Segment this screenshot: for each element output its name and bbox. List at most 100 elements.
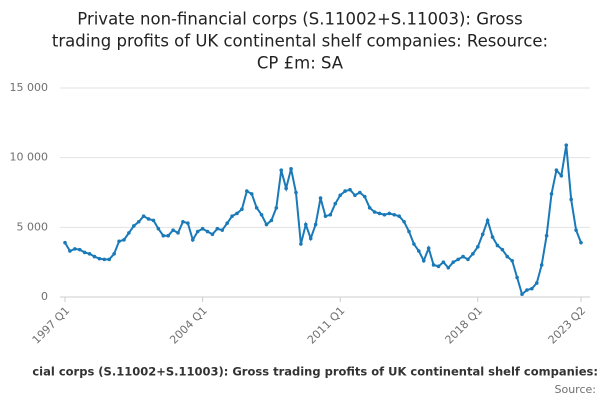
data-point <box>421 258 426 263</box>
data-point <box>279 168 284 173</box>
data-point <box>510 258 514 263</box>
data-point <box>97 256 102 261</box>
y-tick-label: 5 000 <box>17 220 49 233</box>
data-point <box>200 226 205 231</box>
data-point <box>136 219 141 224</box>
data-point <box>338 193 343 198</box>
data-point <box>186 221 190 225</box>
data-point <box>485 218 490 223</box>
data-point <box>520 292 524 297</box>
data-point <box>87 252 92 256</box>
data-point <box>299 242 303 246</box>
data-point <box>372 210 377 214</box>
data-point <box>515 275 519 280</box>
data-point <box>579 240 583 245</box>
data-point <box>195 229 200 234</box>
data-point <box>490 235 495 239</box>
data-point <box>166 233 170 238</box>
data-point <box>132 224 136 228</box>
data-point <box>397 214 401 218</box>
data-point <box>73 247 77 251</box>
data-point <box>308 236 313 241</box>
data-point <box>289 167 293 171</box>
data-point <box>559 173 564 178</box>
data-point <box>190 238 195 242</box>
data-point <box>505 254 510 259</box>
data-point <box>304 222 308 227</box>
data-point <box>318 196 323 200</box>
data-point <box>181 219 185 224</box>
data-point <box>358 190 362 195</box>
data-point <box>264 222 269 227</box>
data-point <box>480 232 485 237</box>
data-point <box>392 212 397 217</box>
data-point <box>476 245 480 249</box>
data-point <box>436 264 441 269</box>
data-point <box>534 281 539 285</box>
data-point <box>107 257 112 262</box>
data-point <box>441 260 446 264</box>
data-point <box>500 247 505 252</box>
data-point <box>215 226 220 231</box>
data-point <box>156 226 161 231</box>
data-point <box>525 288 529 292</box>
data-point <box>171 228 175 232</box>
data-point <box>530 286 534 291</box>
data-point <box>151 218 156 223</box>
data-point <box>407 229 411 234</box>
data-point <box>574 228 578 232</box>
x-tick-label: 2004 Q1 <box>167 304 210 347</box>
data-point <box>274 206 279 210</box>
data-point <box>176 231 180 235</box>
x-tick-label: 2023 Q2 <box>546 304 589 347</box>
data-point <box>294 190 298 195</box>
data-point <box>564 143 569 147</box>
footnote: cial corps (S.11002+S.11003): Gross trad… <box>32 365 598 379</box>
data-point <box>549 192 554 196</box>
data-point <box>446 265 451 270</box>
data-point <box>382 212 387 217</box>
data-point <box>367 206 372 210</box>
data-point <box>362 194 367 199</box>
data-point <box>284 186 288 191</box>
data-point <box>417 249 421 253</box>
data-line <box>64 144 582 296</box>
data-point <box>112 252 116 256</box>
data-point <box>554 168 559 173</box>
data-point <box>127 231 131 235</box>
data-point <box>254 206 259 210</box>
data-point <box>426 246 431 251</box>
data-point <box>269 218 274 223</box>
data-point <box>220 228 225 232</box>
data-point <box>259 212 264 217</box>
y-tick-label: 0 <box>41 290 48 303</box>
data-point <box>353 193 357 198</box>
data-point <box>466 257 470 262</box>
data-point <box>141 214 146 218</box>
data-point <box>77 247 82 252</box>
data-point <box>569 197 573 202</box>
chart-title: CP £m: SA <box>257 54 344 73</box>
data-point <box>471 252 475 256</box>
data-point <box>377 211 382 216</box>
data-point <box>68 249 72 253</box>
data-point <box>544 233 549 238</box>
data-point <box>146 217 151 221</box>
data-point <box>245 189 249 193</box>
data-point <box>495 243 500 248</box>
data-point <box>235 211 239 216</box>
data-point <box>82 250 87 255</box>
data-point <box>323 214 328 218</box>
data-point <box>348 187 352 192</box>
data-point <box>431 263 436 267</box>
y-tick-label: 10 000 <box>10 151 49 164</box>
data-point <box>343 189 347 193</box>
data-point <box>412 242 416 246</box>
data-point <box>117 239 121 244</box>
data-point <box>63 240 67 245</box>
data-point <box>225 221 229 225</box>
data-point <box>539 263 544 267</box>
data-point <box>230 214 234 218</box>
data-point <box>461 254 465 259</box>
